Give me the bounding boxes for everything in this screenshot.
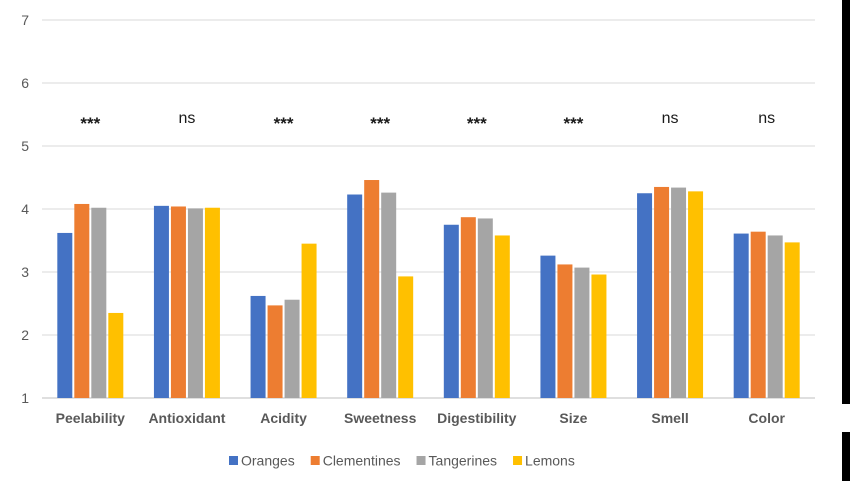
y-tick-label: 2 <box>21 327 29 343</box>
bar-oranges-smell <box>637 193 653 398</box>
bar-tangerines-acidity <box>284 299 300 398</box>
y-tick-label: 5 <box>21 138 29 154</box>
significance-labels: *** ns *** *** *** *** ns ns <box>80 110 775 133</box>
bar-lemons-peelability <box>108 312 124 398</box>
x-tick-label: Sweetness <box>344 410 417 426</box>
bar-lemons-digestibility <box>494 235 510 398</box>
x-axis-ticks: Peelability Antioxidant Acidity Sweetness Di… <box>56 410 786 426</box>
bar-lemons-smell <box>688 191 704 398</box>
bar-lemons-acidity <box>301 243 317 398</box>
significance-label: *** <box>274 114 294 133</box>
gridlines <box>42 19 815 399</box>
bars <box>57 180 800 398</box>
bar-oranges-size <box>540 255 556 398</box>
legend-swatch <box>513 456 523 465</box>
bar-clementines-peelability <box>74 203 90 398</box>
bar-clementines-digestibility <box>460 217 476 398</box>
bar-tangerines-sweetness <box>381 192 397 398</box>
significance-label: *** <box>80 114 100 133</box>
bar-clementines-antioxidant <box>170 206 186 398</box>
y-axis-ticks: 1 2 3 4 5 6 7 <box>21 12 29 406</box>
bar-oranges-acidity <box>250 295 266 398</box>
y-tick-label: 3 <box>21 264 29 280</box>
bar-clementines-smell <box>654 186 670 398</box>
bar-tangerines-digestibility <box>477 218 493 398</box>
bar-clementines-color <box>750 231 766 398</box>
edge-bar <box>842 0 850 404</box>
x-tick-label: Digestibility <box>437 410 517 426</box>
bar-lemons-size <box>591 274 607 398</box>
bar-oranges-antioxidant <box>153 205 169 398</box>
x-tick-label: Smell <box>651 410 688 426</box>
bar-tangerines-antioxidant <box>187 208 203 398</box>
x-tick-label: Size <box>559 410 587 426</box>
x-tick-label: Color <box>748 410 785 426</box>
legend-label: Oranges <box>241 453 295 469</box>
legend-label: Clementines <box>323 453 401 469</box>
y-tick-label: 7 <box>21 12 29 28</box>
x-tick-label: Peelability <box>56 410 125 426</box>
legend-label: Lemons <box>525 453 575 469</box>
bar-oranges-digestibility <box>443 224 459 398</box>
bar-lemons-antioxidant <box>204 207 220 398</box>
bar-tangerines-color <box>767 235 783 398</box>
significance-label: ns <box>178 110 195 127</box>
legend: Oranges Clementines Tangerines Lemons <box>229 453 575 469</box>
bar-clementines-acidity <box>267 305 283 398</box>
legend-label: Tangerines <box>429 453 498 469</box>
y-tick-label: 6 <box>21 75 29 91</box>
y-tick-label: 1 <box>21 390 29 406</box>
significance-label: ns <box>662 110 679 127</box>
bar-lemons-color <box>784 242 800 398</box>
bar-oranges-sweetness <box>347 194 363 398</box>
bar-tangerines-peelability <box>91 207 107 398</box>
bar-clementines-sweetness <box>364 180 380 398</box>
bar-oranges-color <box>733 233 749 398</box>
bar-oranges-peelability <box>57 232 73 398</box>
y-tick-label: 4 <box>21 201 29 217</box>
significance-label: *** <box>370 114 390 133</box>
x-tick-label: Acidity <box>260 410 307 426</box>
bar-tangerines-smell <box>671 187 687 398</box>
x-tick-label: Antioxidant <box>148 410 225 426</box>
legend-swatch <box>310 456 320 465</box>
significance-label: ns <box>758 110 775 127</box>
bar-lemons-sweetness <box>398 276 414 398</box>
legend-swatch <box>416 456 426 465</box>
bar-clementines-size <box>557 264 573 398</box>
bar-tangerines-size <box>574 267 590 398</box>
edge-bar <box>842 432 850 481</box>
significance-label: *** <box>564 114 584 133</box>
legend-swatch <box>229 456 238 465</box>
significance-label: *** <box>467 114 487 133</box>
